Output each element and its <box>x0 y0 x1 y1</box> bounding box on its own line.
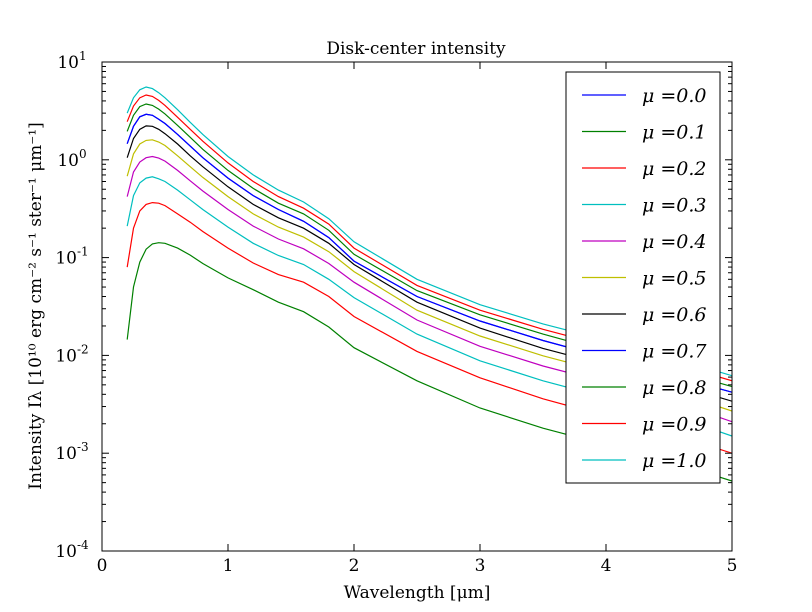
legend-label: μ =1.0 <box>642 450 707 472</box>
series-layer <box>126 86 732 482</box>
series-line-3 <box>126 176 732 437</box>
series-line-7 <box>126 113 732 393</box>
legend-label: μ =0.1 <box>642 122 707 144</box>
y-tick-label: 100 <box>57 147 86 171</box>
legend-label: μ =0.4 <box>642 231 707 253</box>
y-tick-label: 10-4 <box>55 538 89 562</box>
series-line-2 <box>126 201 732 454</box>
series-line-8 <box>126 103 732 388</box>
y-tick-label: 101 <box>57 49 86 73</box>
x-axis-label: Wavelength [μm] <box>344 583 491 603</box>
legend-label: μ =0.8 <box>642 377 707 399</box>
x-axis: 0 1 2 3 4 5 <box>97 62 738 576</box>
legend-label: μ =0.2 <box>642 158 707 180</box>
legend-label: μ =0.5 <box>642 268 707 290</box>
legend-label: μ =0.3 <box>642 195 707 217</box>
y-tick-label: 10-1 <box>55 245 88 269</box>
legend: μ =0.0 μ =0.1 μ =0.2 μ =0.3 μ =0.4 μ =0.5 μ =0… <box>565 71 721 484</box>
x-tick-label: 3 <box>475 556 486 576</box>
x-tick-label: 2 <box>349 556 360 576</box>
series-line-5 <box>126 139 732 412</box>
y-axis-label: Intensity Iλ [10¹⁰ erg cm⁻² s⁻¹ ster⁻¹ μ… <box>26 122 46 489</box>
y-axis: 101 100 10-1 10-2 10-3 10-4 <box>55 49 732 562</box>
legend-label: μ =0.0 <box>642 85 707 107</box>
plot-area-frame <box>101 61 733 552</box>
series-line-10 <box>126 86 732 377</box>
series-line-6 <box>126 125 732 402</box>
series-line-9 <box>126 94 732 382</box>
x-tick-label: 4 <box>601 556 612 576</box>
x-tick-label: 1 <box>223 556 234 576</box>
y-tick-label: 10-2 <box>55 342 88 366</box>
legend-label: μ =0.6 <box>642 304 707 326</box>
chart-title: Disk-center intensity <box>326 39 506 59</box>
series-line-4 <box>126 155 732 423</box>
legend-label: μ =0.9 <box>642 414 707 436</box>
series-line-1 <box>126 242 732 482</box>
y-tick-label: 10-3 <box>55 440 88 464</box>
legend-label: μ =0.7 <box>642 341 707 363</box>
legend-items: μ =0.0 μ =0.1 μ =0.2 μ =0.3 μ =0.4 μ =0.5 μ =0… <box>582 85 707 472</box>
x-tick-label: 0 <box>97 556 108 576</box>
x-tick-label: 5 <box>727 556 738 576</box>
